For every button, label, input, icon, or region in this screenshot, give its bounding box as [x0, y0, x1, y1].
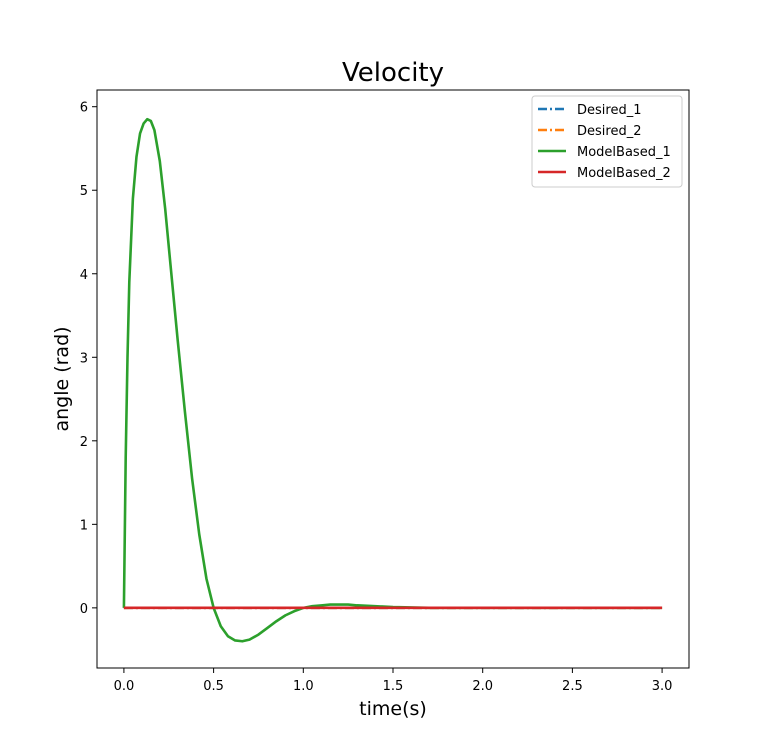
plot-area	[96, 89, 690, 669]
x-axis: 0.0 0.5 1.0 1.5 2.0 2.5 3.0	[114, 668, 673, 694]
x-tick-label: 2.5	[562, 679, 583, 694]
legend-label-modelbased-1: ModelBased_1	[577, 145, 671, 160]
legend-label-desired-1: Desired_1	[577, 103, 641, 118]
x-axis-label: time(s)	[359, 698, 427, 720]
x-tick-label: 1.5	[383, 679, 404, 694]
y-tick-label: 2	[80, 435, 88, 450]
chart-title: Velocity	[342, 58, 444, 88]
y-axis-label: angle (rad)	[51, 326, 73, 431]
y-tick-label: 4	[80, 268, 88, 283]
x-tick-label: 3.0	[652, 679, 673, 694]
x-tick-label: 2.0	[472, 679, 493, 694]
legend: Desired_1 Desired_2 ModelBased_1 ModelBased…	[531, 95, 683, 188]
legend-label-desired-2: Desired_2	[577, 124, 641, 139]
y-axis: 0 1 2 3 4 5 6	[80, 101, 97, 617]
y-tick-label: 6	[80, 101, 88, 116]
x-tick-label: 0.0	[114, 679, 135, 694]
y-tick-label: 1	[80, 518, 88, 533]
legend-box	[531, 95, 683, 188]
y-tick-label: 3	[80, 351, 88, 366]
y-tick-label: 0	[80, 602, 88, 617]
x-tick-label: 0.5	[203, 679, 224, 694]
legend-label-modelbased-2: ModelBased_2	[577, 166, 671, 181]
series-line-modelbased-1	[122, 117, 663, 643]
y-tick-label: 5	[80, 184, 88, 199]
x-tick-label: 1.0	[293, 679, 314, 694]
